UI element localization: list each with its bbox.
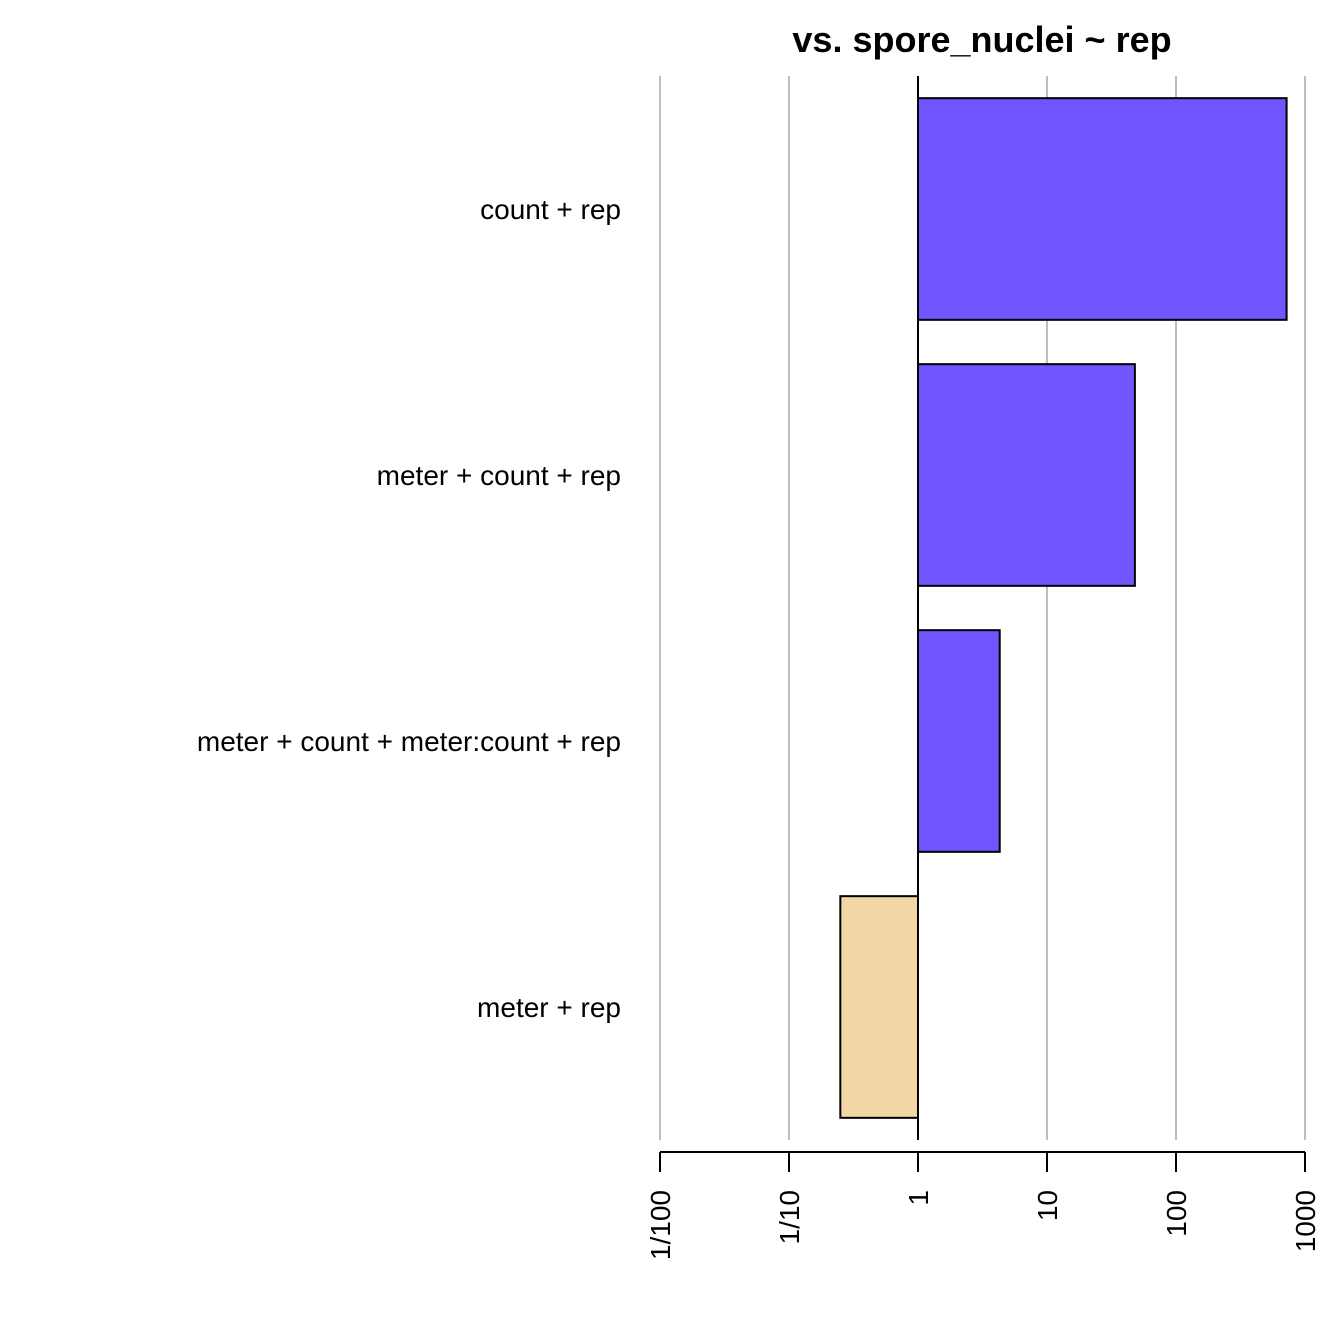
x-axis: 1/100 1/10 1 10 100 1000 [645,1151,1321,1260]
x-tick-label: 10 [1032,1190,1063,1221]
x-tick-label: 1 [903,1190,934,1206]
x-tick-label: 1/10 [774,1190,805,1245]
category-label: meter + count + meter:count + rep [197,726,621,757]
category-labels: count + rep meter + count + rep meter + co… [197,194,621,1023]
chart-title: vs. spore_nuclei ~ rep [792,19,1171,60]
bar [917,363,1136,587]
x-tick-label: 100 [1161,1190,1192,1237]
category-label: meter + count + rep [377,460,621,491]
bar [917,97,1288,321]
category-label: count + rep [480,194,621,225]
bars [839,97,1288,1119]
bar [917,629,1001,853]
category-label: meter + rep [477,992,621,1023]
x-tick-label: 1/100 [645,1190,676,1260]
x-tick-label: 1000 [1290,1190,1321,1252]
bar [839,895,920,1119]
